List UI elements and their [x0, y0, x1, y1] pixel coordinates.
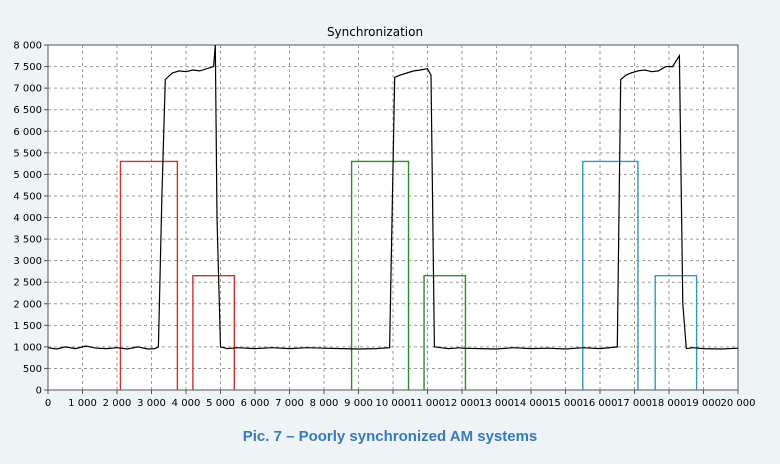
- window-rectangle-2: [192, 275, 236, 390]
- y-tick-label: 2 000: [13, 299, 42, 310]
- y-tick-label: 1 500: [13, 321, 42, 332]
- series-line-1: [47, 44, 739, 350]
- window-rectangle-5: [582, 160, 639, 390]
- x-tick-label: 0: [45, 398, 51, 409]
- chart-svg: 0 1 000 2 000 3 000 4 000 5 000 6 000 7 000 8 00…: [13, 25, 756, 409]
- x-tick-label: 17 000: [617, 398, 652, 409]
- x-tick-label: 4 000: [172, 398, 201, 409]
- x-tick-label: 15 000: [548, 398, 583, 409]
- chart-figure: 0 1 000 2 000 3 000 4 000 5 000 6 000 7 000 8 00…: [13, 25, 756, 409]
- x-tick-label: 16 000: [583, 398, 618, 409]
- y-tick-label: 5 000: [13, 170, 42, 181]
- y-tick-label: 5 500: [13, 148, 42, 159]
- x-tick-label: 10 000: [376, 398, 411, 409]
- x-tick-label: 20 000: [721, 398, 756, 409]
- y-tick-label: 4 000: [13, 213, 42, 224]
- y-tick-label: 3 500: [13, 235, 42, 246]
- y-tick-label: 3 000: [13, 256, 42, 267]
- y-tick-label: 6 000: [13, 127, 42, 138]
- figure-caption: Pic. 7 – Poorly synchronized AM systems: [242, 428, 538, 445]
- x-tick-label: 2 000: [103, 398, 132, 409]
- x-tick-label: 7 000: [275, 398, 304, 409]
- y-tick-label: 2 500: [13, 278, 42, 289]
- window-rectangle-1: [119, 160, 179, 390]
- x-tick-label: 14 000: [514, 398, 549, 409]
- x-tick-label: 18 000: [652, 398, 687, 409]
- y-tick-label: 8 000: [13, 41, 42, 52]
- x-axis: 0 1 000 2 000 3 000 4 000 5 000 6 000 7 000 8 00…: [45, 389, 756, 409]
- y-tick-label: 1 000: [13, 342, 42, 353]
- series-group: [47, 44, 739, 350]
- y-tick-label: 4 500: [13, 191, 42, 202]
- x-tick-label: 8 000: [310, 398, 339, 409]
- x-tick-label: 19 000: [686, 398, 721, 409]
- chart-title: Synchronization: [327, 25, 423, 39]
- x-tick-label: 9 000: [344, 398, 373, 409]
- y-tick-label: 7 000: [13, 84, 42, 95]
- y-tick-label: 7 500: [13, 62, 42, 73]
- x-tick-label: 5 000: [206, 398, 235, 409]
- x-tick-label: 6 000: [241, 398, 270, 409]
- y-axis: 0 500 1 000 1 500 2 000 2 500 3 000 3 500 4 000 4…: [13, 41, 49, 397]
- x-tick-label: 12 000: [445, 398, 480, 409]
- window-rectangle-3: [350, 160, 410, 390]
- window-rectangle-6: [654, 275, 698, 390]
- x-tick-label: 1 000: [68, 398, 97, 409]
- y-tick-label: 500: [23, 364, 42, 375]
- y-tick-label: 6 500: [13, 105, 42, 116]
- window-rectangles: [119, 160, 698, 390]
- y-tick-label: 0: [36, 386, 42, 397]
- x-tick-label: 11 000: [410, 398, 445, 409]
- window-rectangle-4: [423, 275, 467, 390]
- x-tick-label: 3 000: [137, 398, 166, 409]
- x-tick-label: 13 000: [479, 398, 514, 409]
